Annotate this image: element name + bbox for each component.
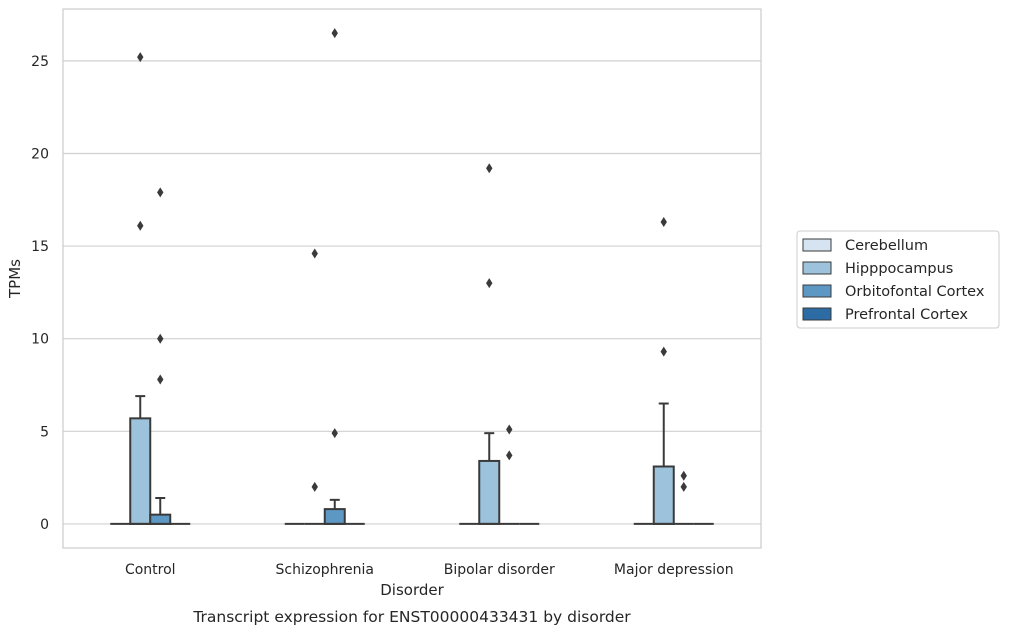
outlier-point (506, 450, 513, 461)
x-tick-label: Bipolar disorder (444, 562, 555, 578)
box-body (149, 513, 172, 525)
plot-frame (62, 8, 762, 549)
box-body (478, 459, 501, 525)
figure-caption: Transcript expression for ENST0000043343… (192, 608, 631, 626)
y-tick-label: 20 (31, 146, 49, 162)
box-orbitofontal-cortex (673, 470, 694, 525)
outlier-point (157, 187, 164, 198)
box-orbitofontal-cortex (149, 187, 172, 525)
boxes (110, 28, 714, 525)
x-tick-label: Major depression (614, 562, 734, 578)
legend-label: Orbitofontal Cortex (845, 284, 985, 300)
legend-swatch (802, 307, 832, 321)
box-body (323, 508, 346, 525)
outlier-point (331, 28, 338, 39)
legend-label: Hipppocampus (845, 261, 953, 277)
y-tick-label: 25 (31, 54, 49, 70)
x-tick-label: Schizophrenia (276, 562, 374, 578)
outlier-point (331, 428, 338, 439)
legend-label: Prefrontal Cortex (845, 307, 968, 323)
outlier-point (506, 424, 513, 435)
box-hipppocampus (652, 217, 675, 525)
x-axis-title: Disorder (380, 581, 444, 599)
box-hipppocampus (478, 163, 501, 525)
box-hipppocampus (304, 248, 325, 525)
legend-label: Cerebellum (845, 238, 928, 254)
outlier-point (680, 481, 687, 492)
legend-swatch (802, 238, 832, 252)
outlier-point (486, 163, 493, 174)
y-axis-title: TPMs (6, 259, 24, 299)
x-tick-labels: Control Schizophrenia Bipolar disorder Majo… (125, 562, 734, 578)
outlier-point (486, 278, 493, 289)
outlier-point (137, 220, 144, 231)
y-tick-label: 5 (40, 424, 49, 440)
box-body (652, 465, 675, 525)
box-hipppocampus (129, 52, 152, 525)
outlier-point (311, 481, 318, 492)
legend-swatch (802, 261, 832, 275)
outlier-point (660, 217, 667, 228)
outlier-point (157, 374, 164, 385)
y-tick-labels: 0 5 10 15 20 25 (31, 54, 49, 533)
outlier-point (157, 333, 164, 344)
y-tick-label: 10 (31, 332, 49, 348)
box-body (129, 417, 152, 525)
x-tick-label: Control (125, 562, 176, 578)
outlier-point (680, 470, 687, 481)
outlier-point (311, 248, 318, 259)
outlier-point (660, 346, 667, 357)
box-orbitofontal-cortex (499, 424, 520, 525)
legend-swatch (802, 284, 832, 298)
legend-frame (796, 230, 1000, 329)
y-tick-label: 0 (40, 517, 49, 533)
legend: Cerebellum Hipppocampus Orbitofontal Corte… (796, 230, 1000, 329)
y-tick-label: 15 (31, 239, 49, 255)
grid-lines (63, 60, 761, 525)
outlier-point (137, 52, 144, 63)
box-orbitofontal-cortex (323, 28, 346, 525)
